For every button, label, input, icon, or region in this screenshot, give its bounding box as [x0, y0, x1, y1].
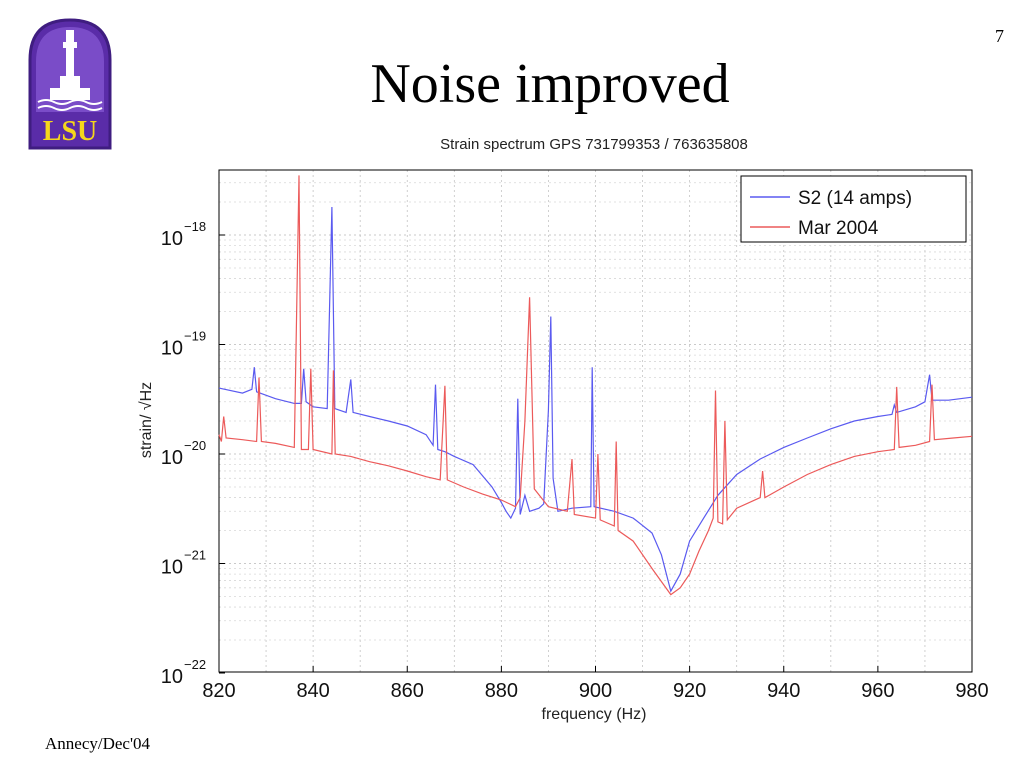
footer-text: Annecy/Dec'04: [45, 734, 151, 753]
y-tick-exponent: −19: [184, 329, 206, 344]
x-tick-label: 820: [202, 680, 235, 702]
series-line-mar2004: [218, 175, 973, 596]
logo-text: LSU: [43, 116, 97, 147]
y-axis-label: strain/ √Hz: [138, 382, 155, 458]
y-tick-label: 10: [161, 228, 183, 250]
y-tick-label: 10: [161, 447, 183, 469]
page-number: 7: [995, 26, 1004, 46]
x-tick-label: 940: [767, 680, 800, 702]
series-lines: [218, 175, 973, 596]
slide-title: Noise improved: [370, 53, 730, 115]
x-tick-label: 880: [485, 680, 518, 702]
legend-box: [740, 175, 967, 243]
x-tick-label: 900: [579, 680, 612, 702]
series-line-s2: [218, 206, 973, 593]
axis-ticks: 820 840 860 880 900 920 940 960 98010−1810−1910−…: [161, 219, 989, 702]
x-tick-label: 860: [391, 680, 424, 702]
x-tick-label: 840: [296, 680, 329, 702]
y-tick-label: 10: [161, 557, 183, 579]
chart-title: Strain spectrum GPS 731799353 / 76363580…: [440, 136, 748, 153]
y-tick-exponent: −21: [184, 548, 206, 563]
x-tick-label: 920: [673, 680, 706, 702]
y-tick-label: 10: [161, 666, 183, 688]
y-tick-exponent: −20: [184, 438, 206, 453]
y-tick-label: 10: [161, 338, 183, 360]
legend-label-mar2004: Mar 2004: [798, 218, 879, 239]
y-tick-exponent: −18: [184, 219, 206, 234]
x-axis-label: frequency (Hz): [542, 706, 647, 723]
x-tick-label: 960: [861, 680, 894, 702]
x-tick-label: 980: [955, 680, 988, 702]
y-tick-exponent: −22: [184, 657, 206, 672]
legend: S2 (14 amps) Mar 2004: [740, 175, 967, 243]
legend-label-s2: S2 (14 amps): [798, 188, 912, 209]
lsu-logo: LSU: [28, 18, 112, 150]
